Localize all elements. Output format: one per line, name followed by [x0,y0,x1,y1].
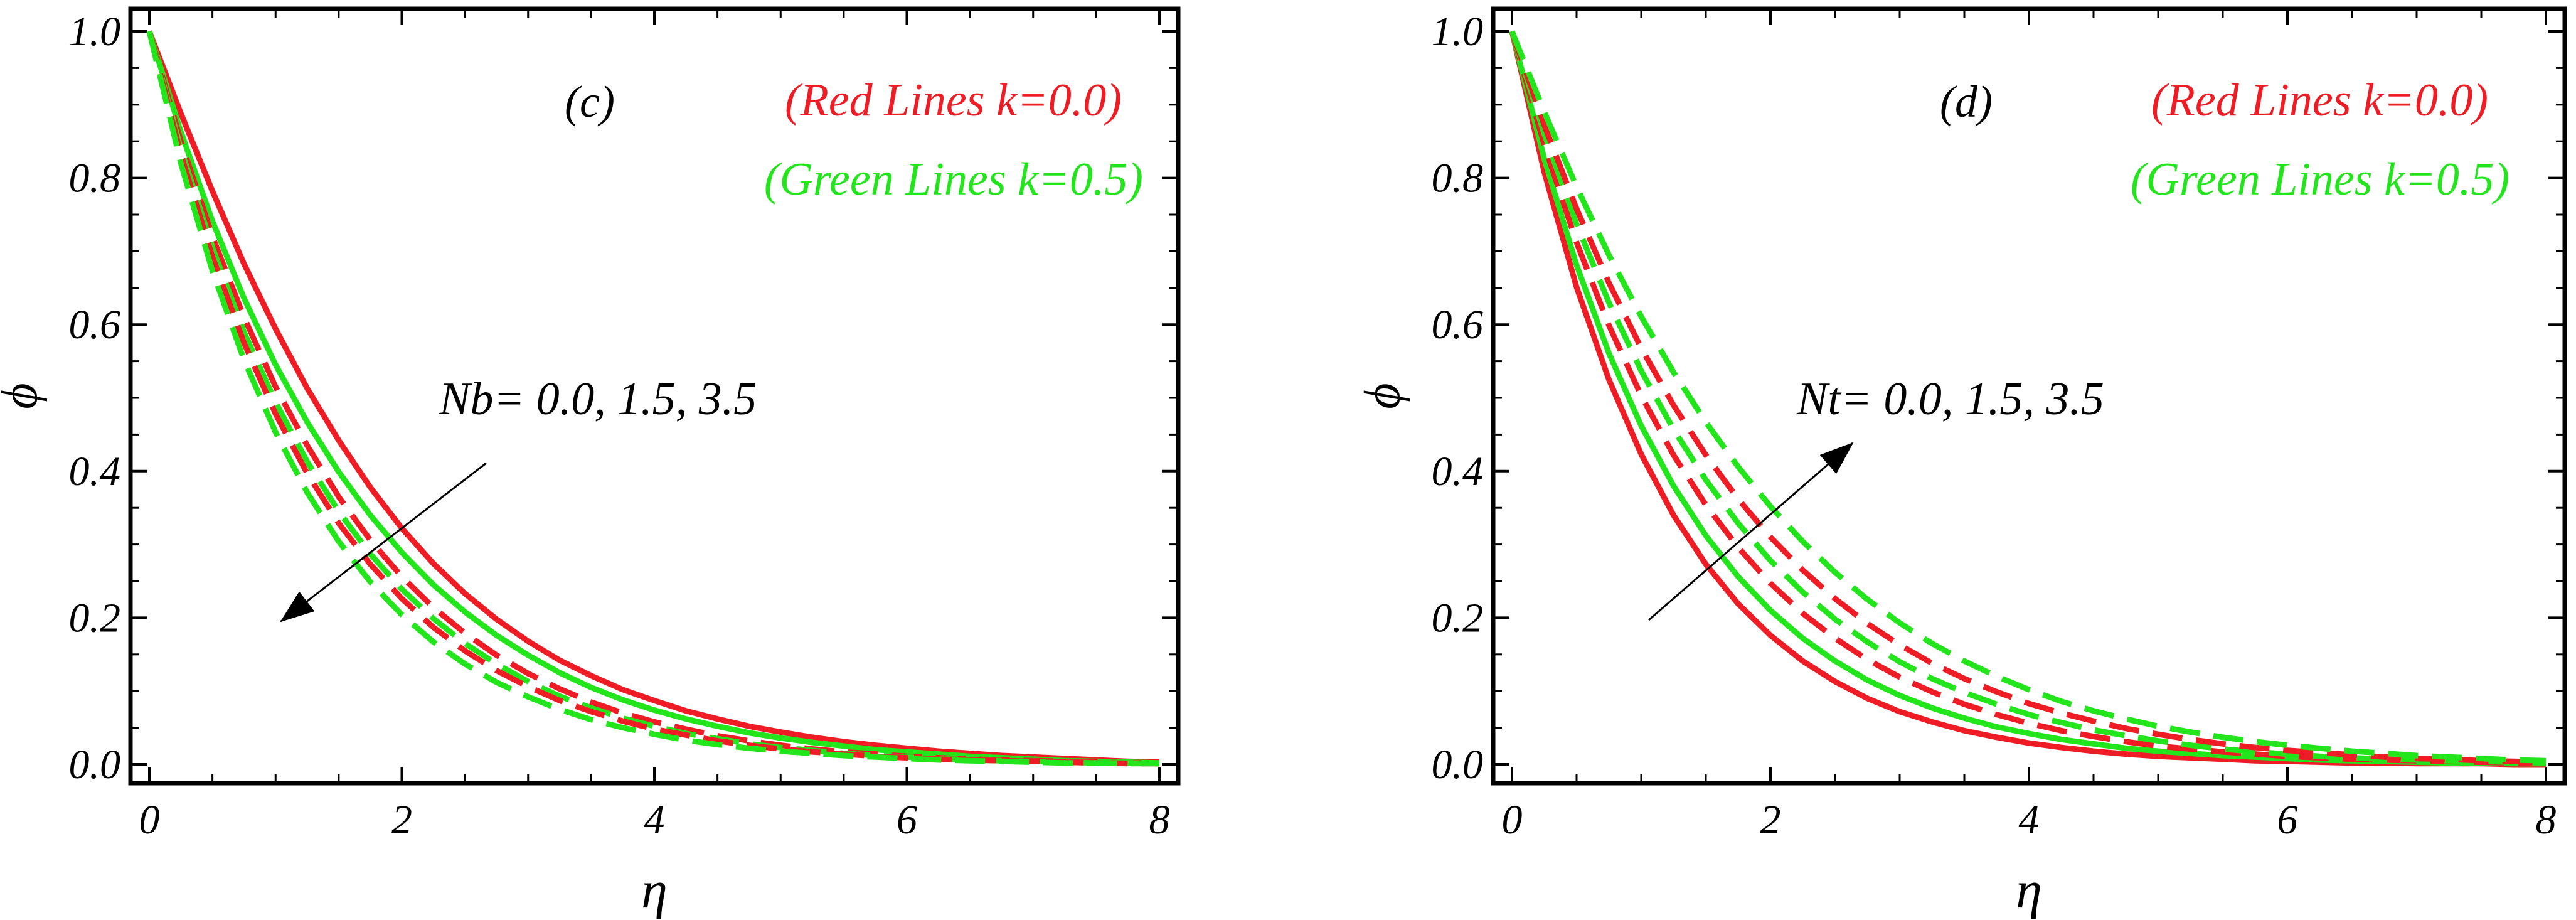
y-tick-label: 0.8 [1432,156,1484,201]
y-tick-label: 0.8 [69,156,121,201]
x-tick-label: 0 [139,797,160,843]
y-axis-label: ϕ [0,383,48,409]
series-line-red-dashed [1509,30,2547,765]
series-line-green-dashed [146,30,1159,767]
legend-green-lines: (Green Lines k=0.5) [2131,154,2509,205]
trend-arrow [1648,442,1854,621]
x-tick-label: 4 [644,797,665,843]
x-tick-label: 4 [2019,797,2040,843]
y-tick-label: 0.2 [1432,595,1484,641]
y-axis-label: ϕ [1355,383,1410,409]
x-tick-label: 2 [391,797,412,843]
y-tick-label: 1.0 [69,9,121,55]
parameter-annotation: Nt= 0.0, 1.5, 3.5 [1796,373,2104,425]
y-tick-label: 0.4 [1432,449,1484,495]
trend-arrow [280,462,487,623]
chart-panel-d: 0 2 4 6 8 0.0 0.2 0.4 0.6 0.8 1.0 η ϕ (d) (Red Lines k… [1355,6,2567,919]
panel-label: (d) [1940,77,1993,127]
series-line-red-dashed [146,30,1159,767]
x-tick-label: 2 [1760,797,1781,843]
x-tick-label: 0 [1502,797,1523,843]
x-tick-label: 6 [897,797,917,843]
y-tick-label: 0.0 [1432,742,1484,788]
x-tick-label: 8 [1149,797,1170,843]
panel-label: (c) [565,77,615,127]
chart-panel-c: 0 2 4 6 8 0.0 0.2 0.4 0.6 0.8 1.0 η ϕ (c) (Red Lines k… [0,6,1181,919]
x-axis-label: η [641,861,668,919]
x-tick-label: 6 [2277,797,2298,843]
legend-red-lines: (Red Lines k=0.0) [2151,75,2488,126]
x-axis-label: η [2016,861,2042,919]
series-line-green-dashed [1509,30,2547,764]
x-tick-label: 8 [2536,797,2557,843]
y-tick-label: 0.2 [69,595,121,641]
y-tick-label: 1.0 [1432,9,1484,55]
legend-green-lines: (Green Lines k=0.5) [764,154,1143,205]
legend-red-lines: (Red Lines k=0.0) [785,75,1122,126]
parameter-annotation: Nb= 0.0, 1.5, 3.5 [439,373,757,425]
y-tick-label: 0.6 [1432,302,1484,348]
y-tick-label: 0.4 [69,449,121,495]
y-tick-label: 0.0 [69,742,121,788]
y-tick-label: 0.6 [69,302,121,348]
